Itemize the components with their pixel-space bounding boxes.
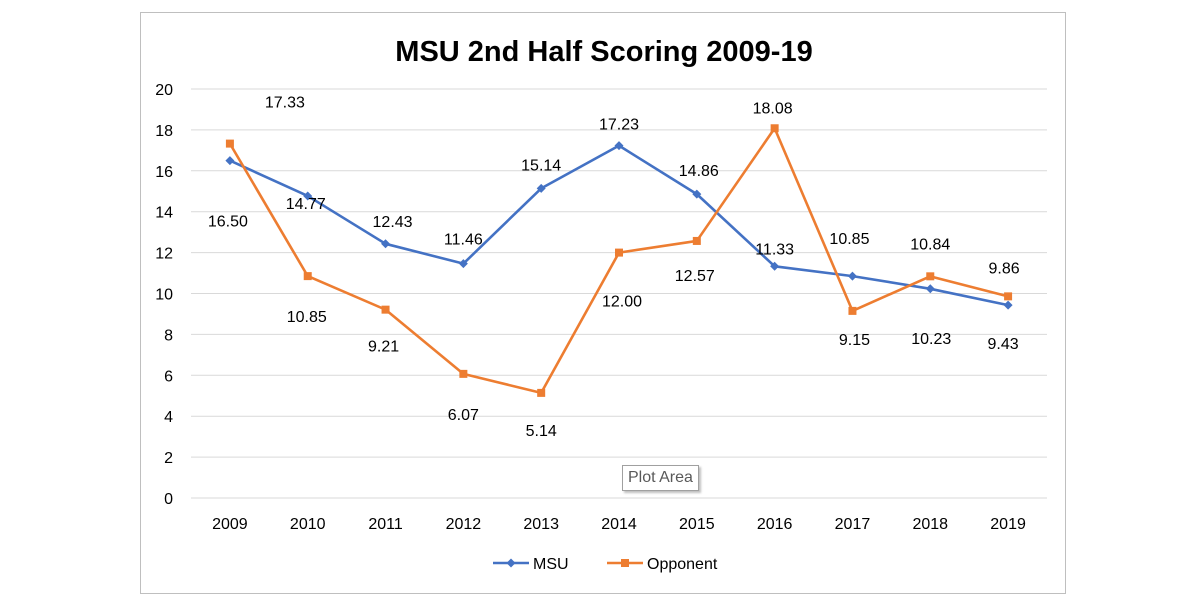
data-point-opponent[interactable] xyxy=(615,248,623,257)
legend[interactable]: MSU Opponent xyxy=(493,556,718,573)
data-point-msu[interactable] xyxy=(692,189,702,199)
x-tick-label: 2014 xyxy=(601,516,637,533)
data-label-opponent: 10.85 xyxy=(287,309,327,326)
data-labels-layer: 16.50 14.77 12.43 11.46 15.14 17.23 14.86 11.33… xyxy=(208,95,1020,440)
data-point-opponent[interactable] xyxy=(770,124,779,133)
data-point-msu[interactable] xyxy=(770,261,780,271)
y-tick-label: 4 xyxy=(164,409,173,426)
data-label-msu: 14.77 xyxy=(286,196,326,213)
y-tick-label: 12 xyxy=(155,246,173,263)
x-tick-label: 2016 xyxy=(757,516,793,533)
data-point-msu[interactable] xyxy=(225,156,235,166)
chart-frame: MSU 2nd Half Scoring 2009-19 0 2 4 6 8 10 12 14… xyxy=(140,12,1066,594)
data-point-msu[interactable] xyxy=(381,239,391,249)
plot-area-tooltip: Plot Area xyxy=(622,465,699,491)
x-tick-label: 2019 xyxy=(990,516,1026,533)
y-tick-label: 20 xyxy=(155,82,173,99)
x-axis-tick-labels: 2009 2010 2011 2012 2013 2014 2015 2016 2017 2018… xyxy=(212,516,1026,533)
series-line-msu[interactable] xyxy=(229,144,1009,307)
legend-entry-opponent[interactable]: Opponent xyxy=(607,556,718,573)
data-point-msu[interactable] xyxy=(847,271,857,281)
data-label-msu: 11.46 xyxy=(444,232,483,249)
data-point-msu[interactable] xyxy=(303,191,313,201)
data-point-msu[interactable] xyxy=(925,284,935,294)
data-point-opponent[interactable] xyxy=(459,369,468,378)
data-label-opponent: 9.86 xyxy=(989,260,1020,277)
data-label-msu: 17.23 xyxy=(599,117,639,134)
data-point-opponent[interactable] xyxy=(303,272,312,281)
chart-title: MSU 2nd Half Scoring 2009-19 xyxy=(395,36,812,68)
data-point-opponent[interactable] xyxy=(926,272,935,281)
line-chart: MSU 2nd Half Scoring 2009-19 0 2 4 6 8 10 12 14… xyxy=(155,36,1047,573)
data-label-msu: 16.50 xyxy=(208,214,248,231)
data-label-msu: 14.86 xyxy=(679,163,719,180)
data-label-opponent: 9.15 xyxy=(839,332,870,349)
y-tick-label: 14 xyxy=(155,205,173,222)
data-label-msu: 10.23 xyxy=(911,331,951,348)
data-point-opponent[interactable] xyxy=(848,306,857,315)
y-tick-label: 18 xyxy=(155,123,173,140)
data-point-opponent[interactable] xyxy=(381,305,390,314)
y-tick-label: 0 xyxy=(164,491,173,508)
data-label-msu: 10.85 xyxy=(829,231,869,248)
data-point-opponent[interactable] xyxy=(537,388,546,397)
y-tick-label: 10 xyxy=(155,287,173,304)
y-tick-label: 8 xyxy=(164,327,173,344)
data-point-msu[interactable] xyxy=(1003,300,1013,310)
x-tick-label: 2009 xyxy=(212,516,248,533)
data-label-opponent: 10.84 xyxy=(910,236,950,253)
x-tick-label: 2013 xyxy=(523,516,559,533)
data-point-msu[interactable] xyxy=(536,183,546,193)
data-label-opponent: 12.57 xyxy=(675,268,715,285)
y-tick-label: 2 xyxy=(164,450,173,467)
y-tick-label: 16 xyxy=(155,164,173,181)
data-label-opponent: 17.33 xyxy=(265,95,305,112)
x-tick-label: 2018 xyxy=(912,516,948,533)
data-point-opponent[interactable] xyxy=(1004,292,1013,301)
data-label-opponent: 18.08 xyxy=(753,100,793,117)
data-label-opponent: 5.14 xyxy=(526,423,557,440)
legend-label: MSU xyxy=(533,556,569,573)
series-layer xyxy=(225,124,1013,397)
data-label-msu: 11.33 xyxy=(755,241,794,258)
data-label-opponent: 6.07 xyxy=(448,407,479,424)
y-tick-label: 6 xyxy=(164,368,173,385)
data-label-opponent: 12.00 xyxy=(602,294,642,311)
legend-marker xyxy=(506,558,516,568)
data-point-opponent[interactable] xyxy=(225,139,234,148)
data-label-opponent: 9.21 xyxy=(368,339,399,356)
data-label-msu: 15.14 xyxy=(521,157,561,174)
data-point-msu[interactable] xyxy=(458,259,468,269)
y-axis-tick-labels: 0 2 4 6 8 10 12 14 16 18 20 xyxy=(155,82,173,508)
data-point-msu[interactable] xyxy=(614,141,624,151)
data-label-msu: 12.43 xyxy=(373,214,413,231)
data-label-msu: 9.43 xyxy=(988,336,1019,353)
x-tick-label: 2011 xyxy=(368,516,403,533)
gridlines xyxy=(191,88,1047,499)
data-point-opponent[interactable] xyxy=(692,236,701,245)
legend-marker xyxy=(621,559,629,567)
series-line-opponent[interactable] xyxy=(228,126,1009,395)
x-tick-label: 2010 xyxy=(290,516,326,533)
x-tick-label: 2015 xyxy=(679,516,715,533)
x-tick-label: 2012 xyxy=(446,516,482,533)
x-tick-label: 2017 xyxy=(835,516,871,533)
legend-label: Opponent xyxy=(647,556,718,573)
legend-entry-msu[interactable]: MSU xyxy=(493,556,569,573)
